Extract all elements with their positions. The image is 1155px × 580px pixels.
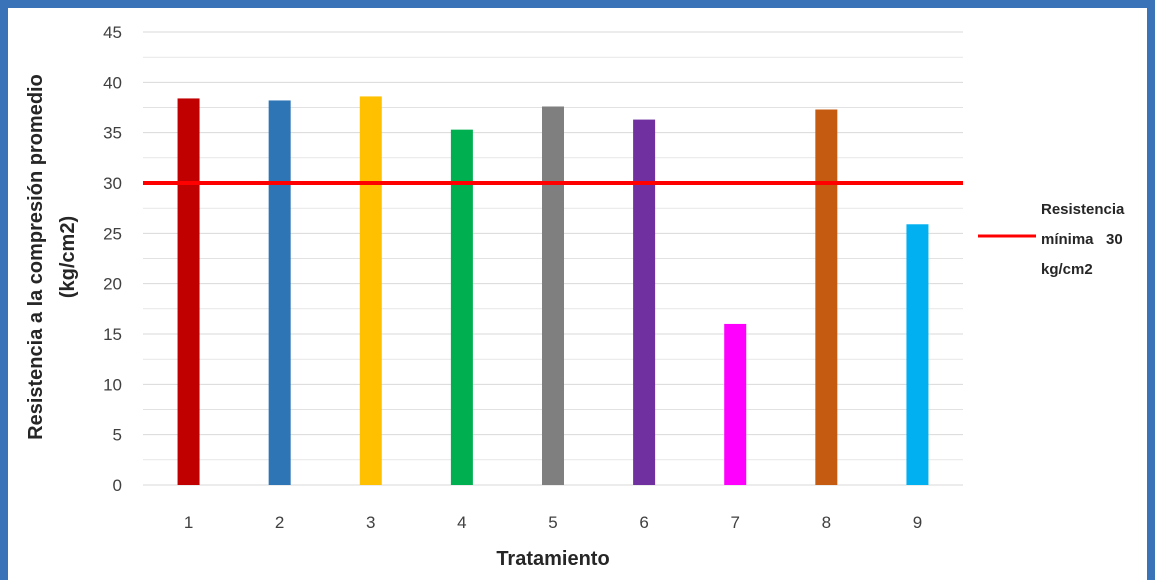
- x-tick-label-7: 7: [730, 513, 739, 532]
- x-tick-label-8: 8: [822, 513, 831, 532]
- bar-6: [633, 119, 656, 485]
- x-tick-label-1: 1: [184, 513, 193, 532]
- legend-label-line2: mínima 30: [1041, 231, 1123, 248]
- y-axis-tick-labels: 0 5 10 15 20 25 30 35 40 45: [103, 23, 122, 495]
- bar-1: [177, 98, 200, 485]
- x-tick-label-3: 3: [366, 513, 375, 532]
- bar-9: [906, 224, 929, 486]
- bar-3: [359, 96, 382, 485]
- x-tick-label-4: 4: [457, 513, 466, 532]
- legend-label-line3: kg/cm2: [1041, 261, 1093, 278]
- x-axis-tick-labels: 1 2 3 4 5 6 7 8 9: [184, 513, 922, 532]
- legend-label-line1: Resistencia: [1041, 201, 1125, 218]
- y-axis-title: Resistencia a la compresión promedio: [25, 74, 47, 440]
- y-tick-label: 20: [103, 275, 122, 294]
- y-tick-label: 10: [103, 375, 122, 394]
- bars: [177, 96, 929, 486]
- y-tick-label: 5: [113, 426, 122, 445]
- y-axis-title-line2: (kg/cm2): [57, 216, 79, 298]
- y-tick-label: 35: [103, 124, 122, 143]
- x-axis-title: Tratamiento: [496, 548, 609, 570]
- x-tick-label-2: 2: [275, 513, 284, 532]
- y-tick-label: 25: [103, 224, 122, 243]
- y-tick-label: 30: [103, 174, 122, 193]
- y-tick-label: 0: [113, 476, 122, 495]
- bar-2: [268, 100, 291, 485]
- x-tick-label-5: 5: [548, 513, 557, 532]
- y-axis-title-unit: (kg/cm2): [57, 216, 79, 298]
- bar-7: [724, 323, 747, 485]
- y-tick-label: 15: [103, 325, 122, 344]
- x-tick-label-6: 6: [639, 513, 648, 532]
- y-tick-label: 40: [103, 73, 122, 92]
- x-tick-label-9: 9: [913, 513, 922, 532]
- y-tick-label: 45: [103, 23, 122, 42]
- legend: Resistencia mínima 30 kg/cm2: [978, 201, 1125, 278]
- y-axis-title-line1: Resistencia a la compresión promedio: [25, 74, 47, 440]
- bar-5: [542, 106, 564, 485]
- bar-8: [815, 109, 838, 485]
- bar-4: [450, 129, 473, 485]
